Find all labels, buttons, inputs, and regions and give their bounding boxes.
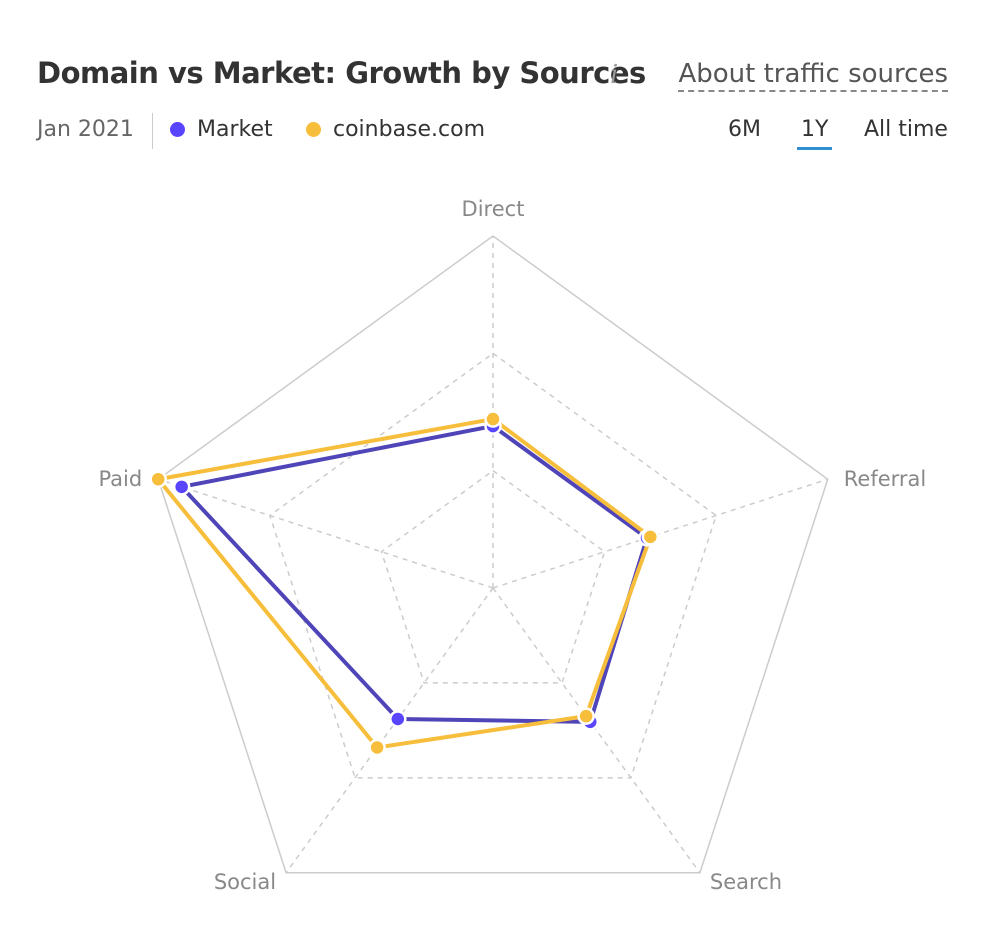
period-tab-1y[interactable]: 1Y — [796, 117, 833, 150]
period-tab-6m[interactable]: 6M — [728, 117, 761, 142]
data-point-domain-social — [368, 738, 386, 757]
radar-outer-ring — [157, 235, 829, 874]
data-point-market-paid — [172, 478, 191, 496]
radar-grid — [157, 235, 829, 874]
domain-dot-icon — [306, 122, 321, 137]
axis-label-social: Social — [214, 870, 276, 894]
radar-spoke-search — [492, 587, 701, 874]
legend-market-label: Market — [197, 117, 273, 142]
radar-axis-labels: Direct Referral Search Social Paid — [98, 197, 926, 894]
period-tab-all-time[interactable]: All time — [864, 117, 948, 142]
header-divider — [152, 113, 153, 149]
axis-label-referral: Referral — [844, 467, 926, 491]
radar-series — [149, 410, 660, 757]
radar-spoke-referral — [492, 478, 829, 589]
page-title: Domain vs Market: Growth by Sources — [37, 56, 646, 90]
info-icon[interactable]: i — [610, 60, 619, 90]
date-label: Jan 2021 — [37, 117, 134, 142]
series-line-domain — [156, 417, 653, 750]
about-traffic-sources-link[interactable]: About traffic sources — [678, 58, 948, 92]
legend-market[interactable]: Market — [170, 117, 273, 142]
axis-label-search: Search — [710, 870, 782, 894]
radar-spoke-social — [285, 587, 494, 874]
axis-label-direct: Direct — [462, 197, 525, 221]
data-point-domain-referral — [641, 528, 660, 546]
radar-grid-ring — [380, 469, 606, 684]
series-line-market — [179, 424, 649, 724]
axis-label-paid: Paid — [98, 467, 142, 491]
legend-domain-label: coinbase.com — [333, 117, 486, 142]
data-point-domain-direct — [484, 410, 502, 428]
data-point-domain-paid — [149, 470, 167, 488]
data-point-domain-search — [577, 707, 595, 725]
market-dot-icon — [170, 122, 185, 137]
legend-domain[interactable]: coinbase.com — [306, 117, 485, 142]
radar-spoke-paid — [157, 478, 494, 589]
data-point-market-social — [389, 710, 407, 728]
